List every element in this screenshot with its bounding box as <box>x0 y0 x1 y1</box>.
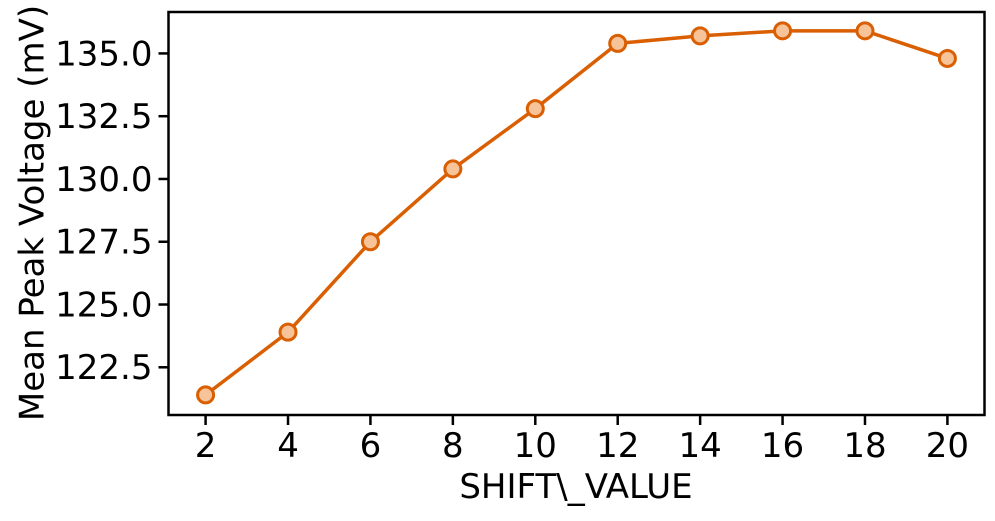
y-tick-label: 122.5 <box>55 348 152 388</box>
x-tick-label: 4 <box>277 426 299 466</box>
x-tick-label: 18 <box>843 426 886 466</box>
x-tick-label: 8 <box>442 426 464 466</box>
data-point <box>525 99 545 119</box>
plot-border <box>167 10 986 417</box>
data-point <box>360 232 380 252</box>
x-tick-label: 16 <box>761 426 804 466</box>
y-tick-label: 127.5 <box>55 223 152 263</box>
x-tick-label: 12 <box>596 426 639 466</box>
data-point <box>855 21 875 41</box>
data-point <box>196 385 216 405</box>
data-point <box>773 21 793 41</box>
data-point <box>443 159 463 179</box>
data-point <box>937 48 957 68</box>
data-point <box>690 26 710 46</box>
data-point <box>278 322 298 342</box>
x-tick-label: 6 <box>360 426 382 466</box>
y-tick-label: 125.0 <box>55 285 152 325</box>
x-tick-label: 10 <box>514 426 557 466</box>
y-tick-label: 135.0 <box>55 34 152 74</box>
y-tick-label: 132.5 <box>55 97 152 137</box>
y-tick-label: 130.0 <box>55 160 152 200</box>
x-tick-label: 2 <box>195 426 217 466</box>
data-line <box>203 29 950 397</box>
y-axis-ticks: 122.5 125.0 127.5 130.0 132.5 135.0 <box>55 34 169 388</box>
data-points <box>196 21 957 405</box>
data-point <box>608 33 628 53</box>
y-axis-label: Mean Peak Voltage (mV) <box>12 4 53 422</box>
x-axis-ticks: 2 4 6 8 10 12 14 16 18 20 <box>195 415 969 466</box>
x-tick-label: 20 <box>926 426 969 466</box>
x-axis-label: SHIFT\_VALUE <box>459 467 693 507</box>
x-tick-label: 14 <box>679 426 722 466</box>
